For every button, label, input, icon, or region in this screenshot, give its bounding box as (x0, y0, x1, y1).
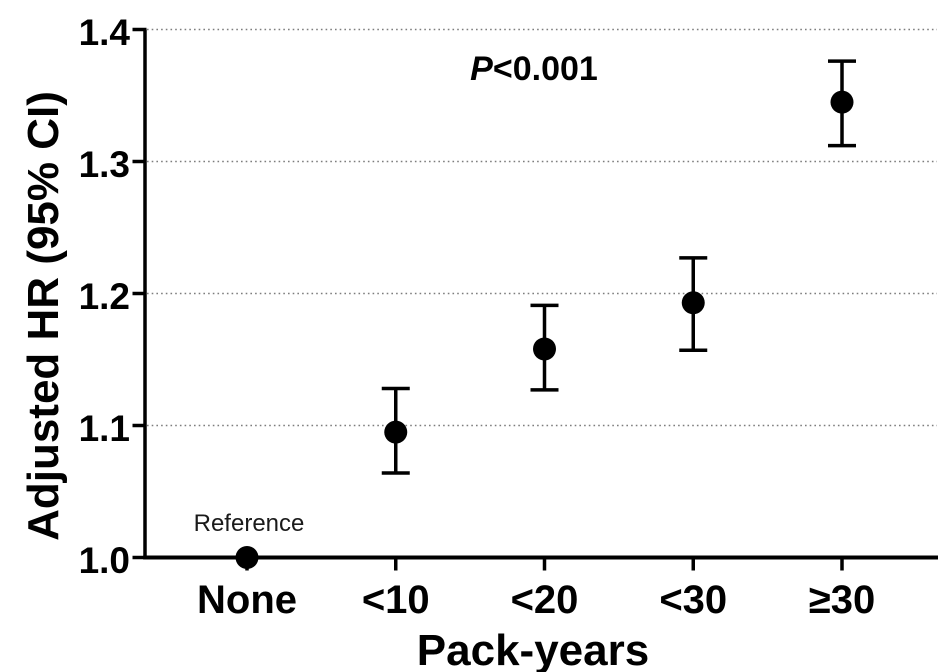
data-point-<10 (384, 420, 408, 444)
x-tick-label-≥30: ≥30 (808, 578, 876, 622)
x-tick-label-None: None (197, 578, 297, 622)
p-symbol: P (470, 50, 493, 88)
y-axis-title: Adjusted HR (95% CI) (19, 91, 68, 541)
reference-label: Reference (193, 510, 305, 537)
p-value-annotation: P<0.001 (384, 52, 684, 86)
y-tick-label-1.2: 1.2 (78, 275, 130, 317)
data-point-<30 (681, 291, 705, 315)
x-tick-label-<20: <20 (510, 578, 579, 622)
y-tick-label-1.3: 1.3 (78, 143, 130, 185)
data-point-<20 (533, 337, 556, 361)
x-axis-title: Pack-years (416, 626, 650, 672)
y-tick-label-1.0: 1.0 (78, 539, 130, 581)
data-point-None (235, 546, 259, 569)
data-point-≥30 (830, 90, 854, 114)
x-tick-label-<10: <10 (361, 578, 430, 622)
y-tick-label-1.1: 1.1 (78, 407, 130, 449)
x-tick-label-<30: <30 (659, 578, 728, 622)
y-tick-label-1.4: 1.4 (78, 11, 130, 53)
p-value-text: <0.001 (492, 50, 598, 88)
